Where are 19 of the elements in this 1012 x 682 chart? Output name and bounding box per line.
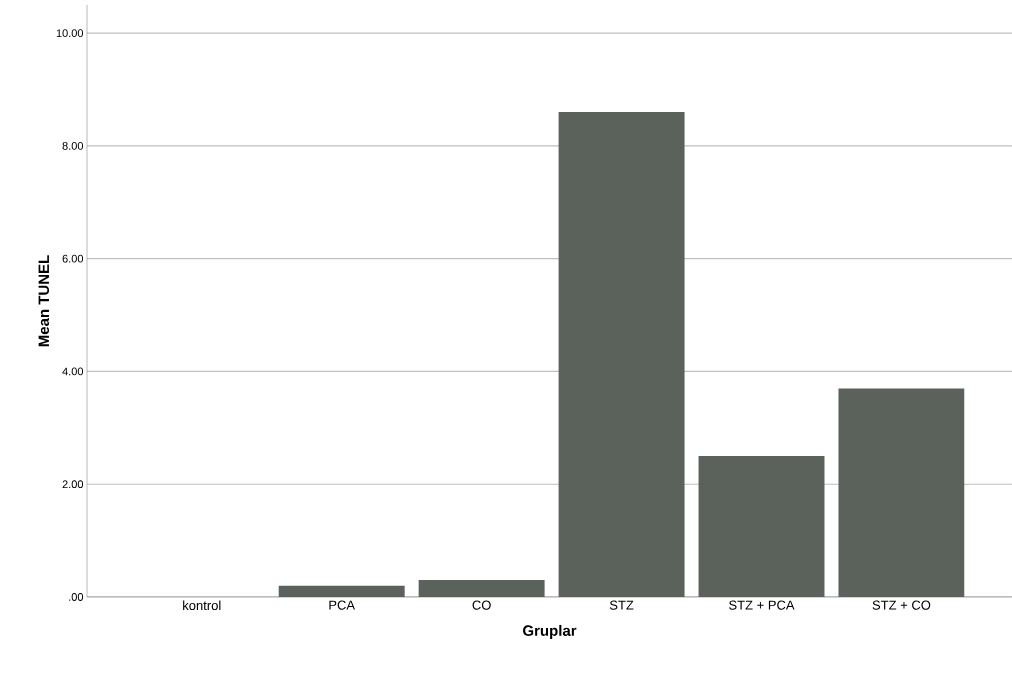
x-tick-label: kontrol [183,600,221,611]
x-tick-label: STZ + PCA [729,600,795,610]
y-tick-label: 8.00 [62,142,84,150]
y-tick-label: 6.00 [62,254,84,263]
y-tick-label: .00 [69,593,84,601]
bar [558,112,685,597]
y-tick-label: 10.00 [56,29,84,38]
x-tick-label: PCA [329,600,356,610]
bar [418,580,545,597]
x-tick-label: STZ [609,600,634,610]
x-tick-label: STZ + CO [872,600,931,610]
y-tick-label: 4.00 [62,367,84,376]
y-axis-title: Mean TUNEL [38,255,50,347]
y-tick-label: 2.00 [62,480,84,489]
bar [278,585,405,597]
x-tick-label: CO [472,600,491,610]
bar [838,388,965,597]
bar [698,456,825,597]
x-axis-title: Gruplar [523,624,577,639]
